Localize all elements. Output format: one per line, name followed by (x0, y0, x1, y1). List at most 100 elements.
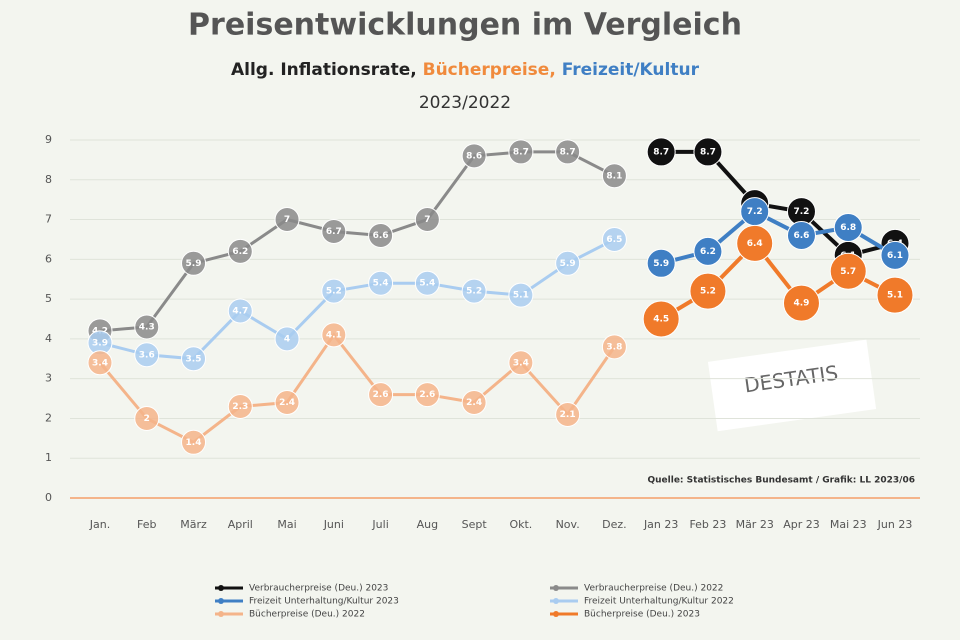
point (134, 405, 160, 431)
point (601, 163, 627, 189)
legend-label: Bücherpreise (Deu.) 2023 (584, 610, 700, 620)
y-tick-label: 3 (45, 372, 52, 385)
data-label: 6.5 (606, 235, 622, 245)
point (601, 334, 627, 360)
point (829, 252, 867, 290)
data-label: 7 (424, 215, 430, 225)
data-label: 3.4 (92, 358, 108, 368)
point (321, 218, 347, 244)
point (555, 139, 581, 165)
legend-marker (553, 585, 559, 591)
source: Quelle: Statistisches Bundesamt / Grafik… (648, 476, 916, 486)
point (689, 272, 727, 310)
x-tick-label: Feb 23 (689, 518, 726, 531)
point (782, 284, 820, 322)
data-label: 7.2 (747, 207, 763, 217)
x-tick-label: Juli (371, 518, 388, 531)
point (833, 213, 863, 243)
period: 2023/2022 (419, 93, 511, 113)
y-tick-label: 6 (45, 252, 52, 265)
point (181, 429, 207, 455)
data-label: 6.8 (840, 223, 856, 233)
point (321, 278, 347, 304)
data-label: 8.7 (513, 147, 529, 157)
data-label: 5.2 (700, 287, 716, 297)
legend-label: Freizeit Unterhaltung/Kultur 2023 (249, 597, 399, 607)
x-tick-label: Feb (137, 518, 156, 531)
data-label: 2.4 (279, 398, 295, 408)
logo-bg (707, 339, 877, 432)
data-label: 2 (144, 414, 150, 424)
point (693, 236, 723, 266)
data-label: 6.4 (747, 239, 763, 249)
point (555, 250, 581, 276)
point (880, 240, 910, 270)
point (414, 270, 440, 296)
data-label: 2.1 (560, 410, 576, 420)
x-tick-label: Apr 23 (783, 518, 820, 531)
legend-label: Freizeit Unterhaltung/Kultur 2022 (584, 597, 734, 607)
x-tick-label: Mär 23 (736, 518, 774, 531)
x-tick-label: März (180, 518, 207, 531)
point (227, 238, 253, 264)
y-tick-label: 5 (45, 292, 52, 305)
point (134, 314, 160, 340)
data-label: 5.7 (840, 267, 856, 277)
data-label: 8.6 (466, 151, 482, 161)
legend-marker (553, 598, 559, 604)
point (508, 282, 534, 308)
point (414, 382, 440, 408)
data-label: 6.2 (700, 247, 716, 257)
y-tick-label: 4 (45, 332, 52, 345)
point (181, 250, 207, 276)
point (601, 226, 627, 252)
data-label: 4.1 (326, 330, 342, 340)
x-tick-label: Nov. (556, 518, 580, 531)
point (461, 390, 487, 416)
x-tick-label: Juni (323, 518, 344, 531)
data-label: 5.1 (513, 291, 529, 301)
series-line (661, 149, 896, 258)
point (321, 322, 347, 348)
data-label: 5.2 (326, 287, 342, 297)
data-label: 6.2 (232, 247, 248, 257)
data-label: 8.7 (700, 147, 716, 157)
legend-marker (218, 598, 224, 604)
data-label: 4.5 (653, 315, 669, 325)
y-tick-label: 9 (45, 133, 52, 146)
data-label: 3.8 (606, 342, 622, 352)
point (274, 390, 300, 416)
point (87, 350, 113, 376)
x-tick-label: Jan 23 (643, 518, 678, 531)
point (736, 224, 774, 262)
x-tick-label: Okt. (509, 518, 532, 531)
data-label: 2.4 (466, 398, 482, 408)
data-label: 6.7 (326, 227, 342, 237)
point (461, 143, 487, 169)
data-label: 5.9 (560, 259, 576, 269)
y-tick-label: 0 (45, 491, 52, 504)
x-tick-label: Mai (277, 518, 296, 531)
legend-label: Verbraucherpreise (Deu.) 2023 (249, 584, 388, 594)
point (642, 300, 680, 338)
y-tick-label: 1 (45, 451, 52, 464)
x-tick-label: Jan. (89, 518, 110, 531)
data-label: 3.9 (92, 338, 108, 348)
point (368, 222, 394, 248)
point (508, 350, 534, 376)
x-tick-label: Aug (417, 518, 438, 531)
data-label: 4 (284, 334, 290, 344)
point (786, 220, 816, 250)
data-label: 2.6 (419, 390, 435, 400)
data-label: 5.9 (653, 259, 669, 269)
data-label: 8.7 (560, 147, 576, 157)
point (414, 207, 440, 233)
data-label: 5.4 (373, 279, 389, 289)
point (227, 298, 253, 324)
y-tick-label: 2 (45, 411, 52, 424)
series-line (99, 150, 616, 333)
x-tick-label: April (228, 518, 253, 531)
point (368, 270, 394, 296)
data-label: 5.4 (419, 279, 435, 289)
